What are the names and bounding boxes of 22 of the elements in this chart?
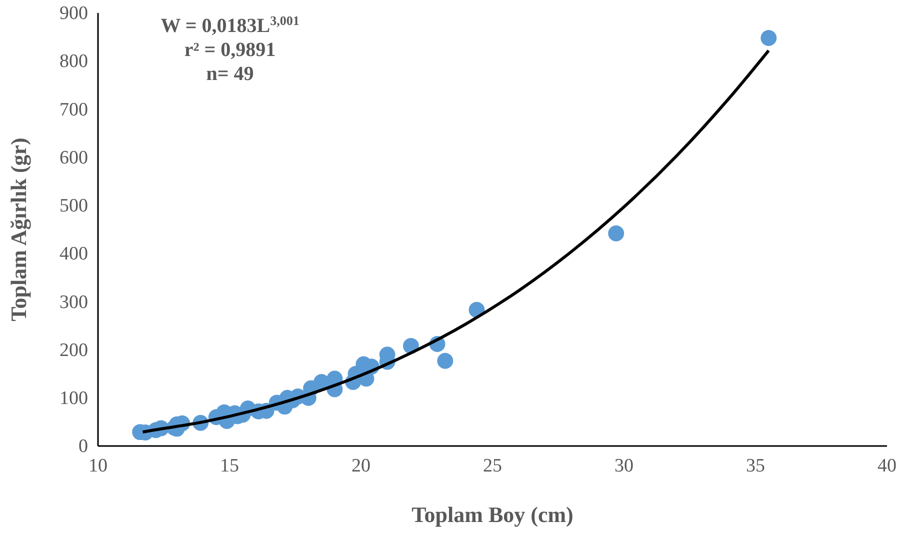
x-tick-label: 30 (614, 455, 634, 476)
y-tick-label: 100 (60, 388, 88, 409)
annotation: r² = 0,9891 (184, 39, 276, 61)
x-tick-label: 25 (483, 455, 502, 476)
y-tick-label: 700 (60, 99, 88, 120)
y-tick-label: 800 (60, 51, 88, 72)
x-tick-label: 10 (88, 455, 108, 476)
x-tick-label: 40 (878, 455, 896, 476)
x-tick-label: 20 (352, 455, 370, 476)
y-tick-label: 500 (60, 196, 88, 217)
y-tick-label: 0 (78, 436, 88, 458)
y-tick-label: 400 (60, 244, 88, 265)
x-tick-label: 15 (220, 455, 239, 476)
y-tick-label: 300 (60, 292, 88, 313)
y-axis-title: Toplam Ağırlık (gr) (6, 138, 31, 322)
y-tick-label: 900 (60, 3, 88, 24)
y-tick-label: 200 (60, 340, 88, 361)
annotation: W = 0,0183L$^{3,001}$ (160, 12, 300, 37)
annotation: n= 49 (206, 63, 254, 85)
x-axis-title: Toplam Boy (cm) (412, 502, 574, 527)
x-tick-label: 35 (746, 455, 765, 476)
y-tick-label: 600 (60, 147, 88, 168)
